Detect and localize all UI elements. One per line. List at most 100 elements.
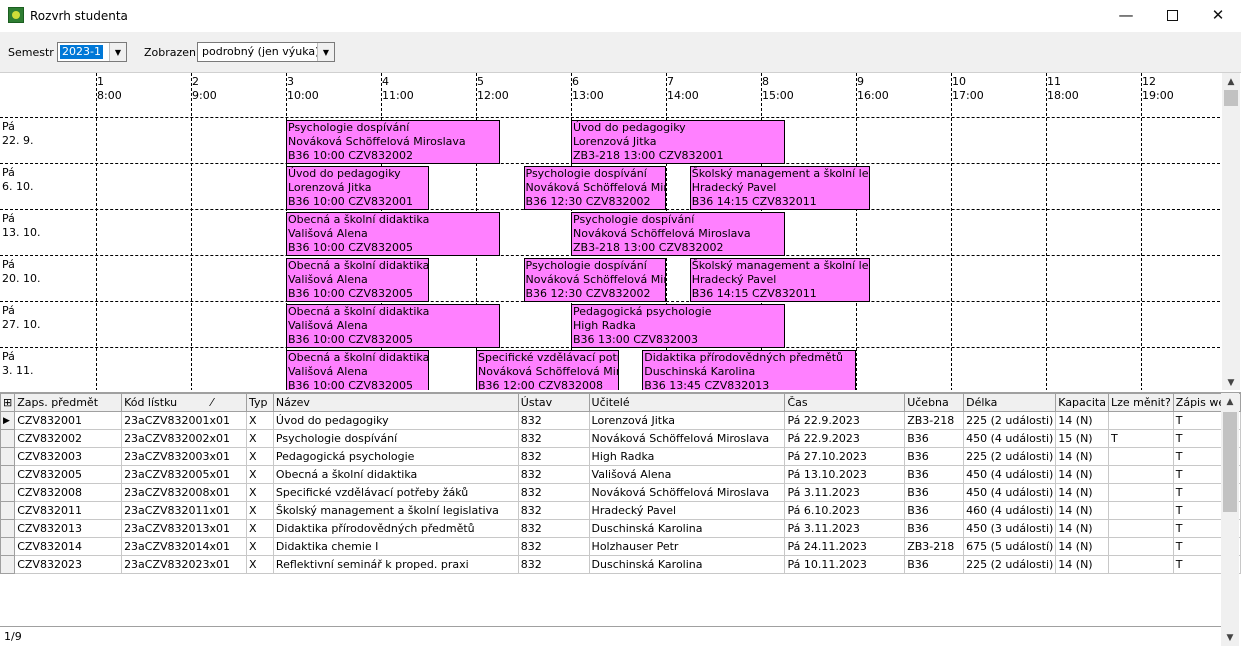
schedule-event[interactable]: Úvod do pedagogiky Lorenzová Jitka B36 10:… [286, 166, 429, 210]
schedule-scrollbar[interactable]: ▲ ▼ [1222, 73, 1240, 390]
table-cell[interactable]: Duschinská Karolina [588, 555, 786, 574]
scroll-down-icon[interactable]: ▼ [1227, 377, 1235, 388]
table-cell[interactable]: 23aCZV832001x01 [121, 411, 247, 430]
table-cell[interactable]: Lorenzová Jitka [588, 411, 786, 430]
schedule-event[interactable]: Úvod do pedagogiky Lorenzová Jitka ZB3-218… [571, 120, 785, 164]
table-cell[interactable]: 450 (4 události) [963, 483, 1057, 502]
table-cell[interactable]: 450 (3 události) [963, 519, 1057, 538]
table-cell[interactable]: 450 (4 události) [963, 465, 1057, 484]
maximize-button[interactable] [1149, 0, 1195, 30]
grid-scrollbar[interactable]: ▲ ▼ [1221, 393, 1239, 646]
scroll-thumb[interactable] [1224, 90, 1238, 106]
table-cell[interactable]: Hradecký Pavel [588, 501, 786, 520]
row-selector[interactable] [0, 465, 16, 484]
schedule-event[interactable]: Psychologie dospívání Nováková Schöffelov… [571, 212, 785, 256]
chevron-down-icon[interactable]: ▼ [109, 43, 126, 61]
schedule-event[interactable]: Specifické vzdělávací potřeby žákůNováko… [476, 350, 619, 390]
close-button[interactable]: ✕ [1211, 6, 1225, 24]
table-cell[interactable]: CZV832014 [14, 537, 123, 556]
table-cell[interactable] [1107, 537, 1174, 556]
chevron-down-icon[interactable]: ▼ [317, 43, 334, 61]
schedule-event[interactable]: Didaktika přírodovědných předmětů Duschin… [642, 350, 856, 390]
table-cell[interactable]: CZV832002 [14, 429, 123, 448]
table-cell[interactable]: B36 [904, 555, 965, 574]
table-cell[interactable]: Didaktika přírodovědných předmětů [272, 519, 519, 538]
table-cell[interactable]: CZV832013 [14, 519, 123, 538]
table-cell[interactable]: X [245, 519, 274, 538]
table-row[interactable]: CZV832003 23aCZV832003x01 X Pedagogická psy… [0, 447, 1241, 466]
table-cell[interactable]: 14 (N) [1055, 483, 1109, 502]
table-row[interactable]: ▶ CZV832001 23aCZV832001x01 X Úvod do pedago… [0, 411, 1241, 430]
column-header[interactable]: Ústav [517, 393, 590, 412]
schedule-event[interactable]: Obecná a školní didaktika Vališová Alena B… [286, 350, 429, 390]
row-selector[interactable] [0, 429, 16, 448]
column-header[interactable]: Kapacita [1055, 393, 1109, 412]
scroll-down-icon[interactable]: ▼ [1226, 632, 1234, 643]
table-cell[interactable] [1107, 519, 1174, 538]
table-row[interactable]: CZV832002 23aCZV832002x01 X Psychologie dos… [0, 429, 1241, 448]
table-cell[interactable]: CZV832003 [14, 447, 123, 466]
table-cell[interactable]: B36 [904, 519, 965, 538]
scroll-up-icon[interactable]: ▲ [1227, 76, 1235, 87]
table-cell[interactable]: T [1107, 429, 1174, 448]
row-selector[interactable] [0, 501, 16, 520]
table-cell[interactable]: Pá 27.10.2023 [784, 447, 906, 466]
table-cell[interactable] [1107, 555, 1174, 574]
column-header[interactable]: Učitelé [588, 393, 786, 412]
schedule-event[interactable]: Školský management a školní legislativaH… [689, 166, 871, 210]
table-cell[interactable]: Nováková Schöffelová Miroslava [588, 429, 786, 448]
table-cell[interactable]: 14 (N) [1055, 501, 1109, 520]
table-cell[interactable]: 450 (4 události) [963, 429, 1057, 448]
table-cell[interactable]: 14 (N) [1055, 447, 1109, 466]
table-row[interactable]: CZV832023 23aCZV832023x01 X Reflektivní sem… [0, 555, 1241, 574]
grid-corner-icon[interactable]: ⊞ [0, 393, 16, 412]
table-cell[interactable]: Holzhauser Petr [588, 537, 786, 556]
table-cell[interactable]: X [245, 447, 274, 466]
table-cell[interactable]: 15 (N) [1055, 429, 1109, 448]
table-cell[interactable]: High Radka [588, 447, 786, 466]
table-cell[interactable]: X [245, 555, 274, 574]
table-cell[interactable]: 225 (2 události) [963, 447, 1057, 466]
semestr-select[interactable]: 2023-1 ▼ [57, 42, 127, 62]
column-header[interactable]: Zaps. předmět [14, 393, 123, 412]
table-cell[interactable]: 23aCZV832013x01 [121, 519, 247, 538]
table-cell[interactable]: 225 (2 události) [963, 411, 1057, 430]
current-row-icon[interactable]: ▶ [0, 411, 16, 430]
scroll-thumb[interactable] [1223, 412, 1237, 512]
table-cell[interactable]: Specifické vzdělávací potřeby žáků [272, 483, 519, 502]
table-cell[interactable]: Úvod do pedagogiky [272, 411, 519, 430]
column-header[interactable]: Délka [963, 393, 1057, 412]
table-cell[interactable]: 832 [517, 555, 590, 574]
table-cell[interactable]: ZB3-218 [904, 537, 965, 556]
table-cell[interactable]: CZV832001 [14, 411, 123, 430]
schedule-event[interactable]: Obecná a školní didaktika Vališová Alena B… [286, 304, 500, 348]
table-cell[interactable]: B36 [904, 483, 965, 502]
table-cell[interactable]: 14 (N) [1055, 519, 1109, 538]
table-cell[interactable]: CZV832011 [14, 501, 123, 520]
table-cell[interactable] [1107, 447, 1174, 466]
table-cell[interactable]: X [245, 411, 274, 430]
table-cell[interactable]: CZV832005 [14, 465, 123, 484]
table-cell[interactable]: 14 (N) [1055, 537, 1109, 556]
schedule-event[interactable]: Psychologie dospívání Nováková Schöffelov… [523, 166, 666, 210]
row-selector[interactable] [0, 483, 16, 502]
table-cell[interactable]: Pá 22.9.2023 [784, 429, 906, 448]
column-header[interactable]: Typ [245, 393, 274, 412]
table-cell[interactable]: 460 (4 události) [963, 501, 1057, 520]
schedule-event[interactable]: Obecná a školní didaktika Vališová Alena B… [286, 258, 429, 302]
table-cell[interactable]: Pá 3.11.2023 [784, 519, 906, 538]
table-cell[interactable]: Nováková Schöffelová Miroslava [588, 483, 786, 502]
table-cell[interactable]: Pá 6.10.2023 [784, 501, 906, 520]
zobrazeni-select[interactable]: podrobný (jen výuka) ▼ [197, 42, 335, 62]
table-cell[interactable]: B36 [904, 447, 965, 466]
table-cell[interactable]: 14 (N) [1055, 411, 1109, 430]
table-cell[interactable]: Pá 22.9.2023 [784, 411, 906, 430]
table-cell[interactable]: CZV832008 [14, 483, 123, 502]
table-cell[interactable]: Didaktika chemie I [272, 537, 519, 556]
table-cell[interactable]: 832 [517, 447, 590, 466]
minimize-button[interactable]: — [1118, 6, 1134, 24]
table-cell[interactable]: Pá 3.11.2023 [784, 483, 906, 502]
table-cell[interactable]: Vališová Alena [588, 465, 786, 484]
table-row[interactable]: CZV832008 23aCZV832008x01 X Specifické vzdě… [0, 483, 1241, 502]
table-cell[interactable]: 675 (5 událostí) [963, 537, 1057, 556]
